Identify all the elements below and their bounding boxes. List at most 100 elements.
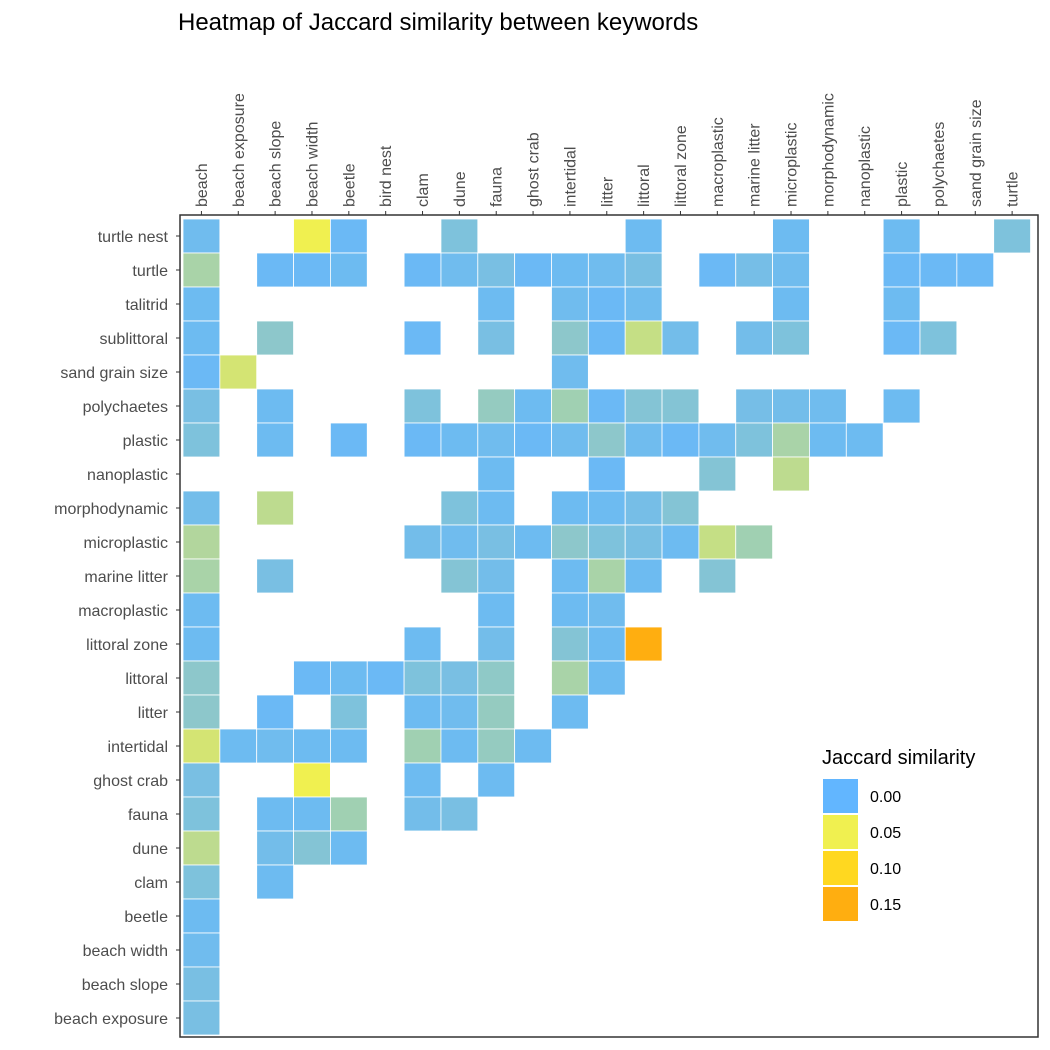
y-tick-label: fauna xyxy=(128,807,168,824)
heatmap-cell xyxy=(440,660,479,696)
heatmap-cell xyxy=(182,422,221,458)
heatmap-cell xyxy=(403,524,442,560)
heatmap-cell xyxy=(182,252,221,288)
heatmap-cell xyxy=(477,252,516,288)
heatmap-cell xyxy=(182,728,221,764)
heatmap-cell xyxy=(182,762,221,798)
heatmap-cell xyxy=(219,728,258,764)
legend-key xyxy=(823,887,858,921)
x-tick-label: intertidal xyxy=(562,147,579,207)
heatmap-cell xyxy=(514,422,552,458)
heatmap-cell xyxy=(587,388,626,424)
heatmap-cell xyxy=(514,252,552,288)
y-tick-label: polychaetes xyxy=(83,399,168,416)
heatmap-cell xyxy=(624,422,663,458)
heatmap-cell xyxy=(329,728,368,764)
heatmap-cell xyxy=(329,218,368,254)
heatmap-cell xyxy=(919,252,958,288)
y-tick-label: dune xyxy=(132,841,168,858)
heatmap-cell xyxy=(661,388,700,424)
x-tick-label: turtle xyxy=(1005,171,1022,207)
heatmap-cell xyxy=(624,490,663,526)
heatmap-cell xyxy=(735,252,773,288)
heatmap-cell xyxy=(293,218,331,254)
heatmap-cell xyxy=(182,558,221,594)
x-tick-label: macroplastic xyxy=(710,117,727,207)
y-tick-label: beach width xyxy=(83,943,168,960)
x-tick-label: dune xyxy=(452,171,469,207)
heatmap-cell xyxy=(514,388,552,424)
heatmap-cell xyxy=(661,422,700,458)
heatmap-cell xyxy=(698,558,737,594)
heatmap-cell xyxy=(440,796,479,832)
heatmap-cell xyxy=(772,320,810,356)
heatmap-cell xyxy=(587,286,626,322)
heatmap-cell xyxy=(772,456,810,492)
heatmap-cell xyxy=(403,252,442,288)
y-tick-label: turtle xyxy=(132,263,168,280)
y-tick-label: clam xyxy=(134,875,168,892)
heatmap-cell xyxy=(293,660,331,696)
heatmap-cell xyxy=(551,626,589,662)
heatmap-cell xyxy=(182,660,221,696)
heatmap-cell xyxy=(182,1000,221,1036)
heatmap-cell xyxy=(477,694,516,730)
heatmap-cell xyxy=(440,422,479,458)
heatmap-cell xyxy=(587,660,626,696)
heatmap-cell xyxy=(772,252,810,288)
heatmap-cell xyxy=(514,728,552,764)
heatmap-cell xyxy=(329,660,368,696)
heatmap-cell xyxy=(551,252,589,288)
heatmap-cell xyxy=(403,728,442,764)
heatmap-cell xyxy=(329,252,368,288)
heatmap-cell xyxy=(477,626,516,662)
heatmap-cell xyxy=(477,524,516,560)
heatmap-cell xyxy=(477,388,516,424)
heatmap-cell xyxy=(477,490,516,526)
heatmap-cell xyxy=(403,388,442,424)
heatmap-cell xyxy=(809,388,847,424)
heatmap-cell xyxy=(698,524,737,560)
heatmap-cell xyxy=(477,660,516,696)
x-tick-label: nanoplastic xyxy=(857,126,874,207)
x-axis: beach beach exposure beach slope beach widt… xyxy=(194,93,1022,215)
heatmap-cell xyxy=(256,830,294,866)
heatmap-cell xyxy=(587,490,626,526)
heatmap-cell xyxy=(956,252,995,288)
legend-key xyxy=(823,815,858,849)
heatmap-cell xyxy=(661,524,700,560)
heatmap-cell xyxy=(735,422,773,458)
heatmap-cell xyxy=(882,218,921,254)
legend: Jaccard similarity 0.00 0.05 0.10 0.15 xyxy=(822,747,975,921)
heatmap-cell xyxy=(477,320,516,356)
heatmap-cell xyxy=(182,966,221,1002)
heatmap-cell xyxy=(182,320,221,356)
heatmap-cell xyxy=(587,524,626,560)
y-tick-label: nanoplastic xyxy=(87,467,168,484)
heatmap-cell xyxy=(551,388,589,424)
y-tick-label: ghost crab xyxy=(93,773,168,790)
heatmap-cell xyxy=(329,830,368,866)
x-tick-label: plastic xyxy=(894,162,911,207)
heatmap-cell xyxy=(440,252,479,288)
heatmap-cell xyxy=(809,422,847,458)
heatmap-cell xyxy=(551,490,589,526)
x-tick-label: clam xyxy=(415,173,432,207)
heatmap-cell xyxy=(735,320,773,356)
x-tick-label: morphodynamic xyxy=(820,93,837,207)
heatmap-cell xyxy=(403,626,442,662)
heatmap-cell xyxy=(551,320,589,356)
heatmap-cell xyxy=(772,286,810,322)
y-tick-label: beach slope xyxy=(82,977,168,994)
heatmap-cell xyxy=(551,524,589,560)
heatmap-cell xyxy=(293,252,331,288)
heatmap-cell xyxy=(293,830,331,866)
y-tick-label: microplastic xyxy=(84,535,168,552)
heatmap-cell xyxy=(587,592,626,628)
heatmap-cell xyxy=(477,728,516,764)
x-tick-label: bird nest xyxy=(378,145,395,207)
heatmap-cell xyxy=(772,388,810,424)
heatmap-cell xyxy=(772,422,810,458)
heatmap-cell xyxy=(587,558,626,594)
x-tick-label: littoral zone xyxy=(673,125,690,207)
